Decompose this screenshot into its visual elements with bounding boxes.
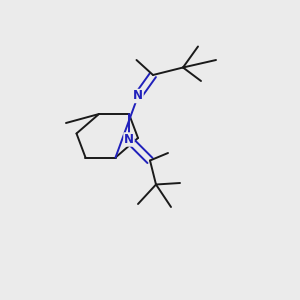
Text: N: N xyxy=(124,133,134,146)
Text: N: N xyxy=(133,89,143,103)
